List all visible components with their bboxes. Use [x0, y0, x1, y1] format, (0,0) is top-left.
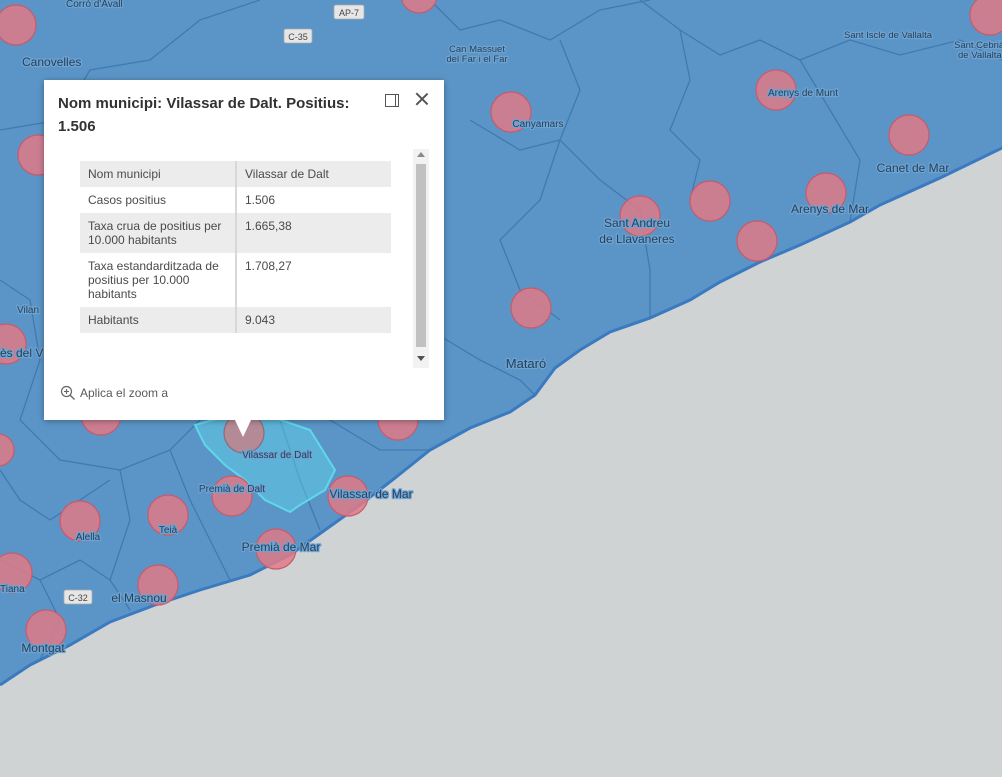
zoom-in-icon [60, 385, 75, 400]
case-circle[interactable] [689, 180, 731, 222]
place-label: Tiana [0, 584, 25, 595]
table-row: Habitants 9.043 [80, 307, 391, 333]
popup-content: Nom municipi Vilassar de Dalt Casos posi… [80, 161, 391, 333]
field-name: Habitants [80, 307, 237, 333]
scroll-up-icon[interactable] [417, 152, 425, 157]
scroll-down-icon[interactable] [417, 356, 425, 361]
svg-text:AP-7: AP-7 [339, 8, 359, 18]
place-label: Alella [76, 532, 101, 543]
case-circles [0, 0, 1002, 651]
case-circle[interactable] [0, 4, 37, 46]
case-circle[interactable] [25, 609, 67, 651]
attribute-table: Nom municipi Vilassar de Dalt Casos posi… [80, 161, 391, 333]
field-value: 9.043 [236, 307, 391, 333]
field-value: 1.665,38 [236, 213, 391, 253]
place-label: el Masnou [111, 591, 166, 605]
case-circle[interactable] [327, 475, 369, 517]
case-circle[interactable] [401, 0, 437, 14]
table-row: Taxa estandarditzada de positius per 10.… [80, 253, 391, 307]
field-name: Taxa crua de positius per 10.000 habitan… [80, 213, 237, 253]
place-label: Sant Andreu [604, 216, 670, 230]
case-circle[interactable] [969, 0, 1002, 36]
popup-pointer [234, 418, 252, 437]
zoom-to-button[interactable]: Aplica el zoom a [60, 384, 168, 402]
case-circle[interactable] [255, 528, 297, 570]
place-label: Sant Iscle de Vallalta [844, 30, 933, 41]
svg-text:C-32: C-32 [68, 593, 88, 603]
case-circle[interactable] [619, 195, 661, 237]
case-circle[interactable] [0, 433, 15, 467]
feature-popup: Nom municipi: Vilassar de Dalt. Positius… [44, 80, 444, 420]
field-name: Nom municipi [80, 161, 237, 187]
place-label: Corró d'Avall [66, 0, 123, 10]
place-label: Teià [159, 525, 178, 536]
place-label: Canet de Mar [877, 161, 950, 175]
svg-text:C-35: C-35 [288, 32, 308, 42]
place-label: Sant Cebrià [954, 40, 1002, 51]
place-label: Mataró [506, 356, 546, 371]
place-label: Vilassar de Dalt [242, 450, 312, 461]
table-row: Nom municipi Vilassar de Dalt [80, 161, 391, 187]
field-name: Casos positius [80, 187, 237, 213]
place-label: Vilassar de Mar [329, 487, 412, 501]
place-label: Premià de Mar [242, 540, 321, 554]
place-label: Can Massuet [449, 44, 505, 55]
case-circle[interactable] [736, 220, 778, 262]
close-icon[interactable] [414, 91, 430, 107]
case-circle[interactable] [137, 564, 179, 606]
place-label: Arenys de Mar [791, 202, 869, 216]
road-shield-c32: C-32 [63, 589, 93, 605]
place-label: Arenys de Munt [768, 88, 838, 99]
scroll-thumb[interactable] [416, 164, 426, 347]
case-circle[interactable] [490, 91, 532, 133]
place-label: de Llavaneres [599, 232, 674, 246]
table-row: Casos positius 1.506 [80, 187, 391, 213]
table-row: Taxa crua de positius per 10.000 habitan… [80, 213, 391, 253]
place-label: del Far i el Far [446, 54, 507, 65]
place-label: de Vallalta [958, 50, 1002, 61]
case-circle[interactable] [0, 552, 33, 594]
road-shield-ap7: AP-7 [333, 4, 365, 20]
case-circle[interactable] [805, 172, 847, 214]
case-circle[interactable] [755, 69, 797, 111]
place-label: Canovelles [22, 55, 81, 69]
field-value: Vilassar de Dalt [236, 161, 391, 187]
place-labels: Corró d'Avall Canovelles Can Massuet del… [0, 0, 1002, 656]
case-circle[interactable] [147, 494, 189, 536]
place-label: Montgat [21, 641, 65, 655]
zoom-to-label: Aplica el zoom a [80, 386, 169, 400]
dock-icon[interactable] [385, 94, 399, 107]
road-shield-c35: C-35 [283, 28, 313, 44]
place-label: ès del V [0, 346, 43, 360]
case-circle[interactable] [0, 323, 27, 365]
field-value: 1.506 [245, 193, 276, 207]
case-circle[interactable] [211, 475, 253, 517]
place-label: Vilan [17, 305, 39, 316]
field-value: 1.708,27 [245, 259, 292, 273]
popup-scrollbar[interactable] [413, 149, 429, 368]
popup-title: Nom municipi: Vilassar de Dalt. Positius… [58, 95, 350, 135]
case-circle[interactable] [888, 114, 930, 156]
case-circle[interactable] [59, 500, 101, 542]
case-circle[interactable] [510, 287, 552, 329]
place-label: Canyamars [512, 119, 563, 130]
place-label: Premià de Dalt [199, 484, 265, 495]
field-name: Taxa estandarditzada de positius per 10.… [80, 253, 237, 307]
